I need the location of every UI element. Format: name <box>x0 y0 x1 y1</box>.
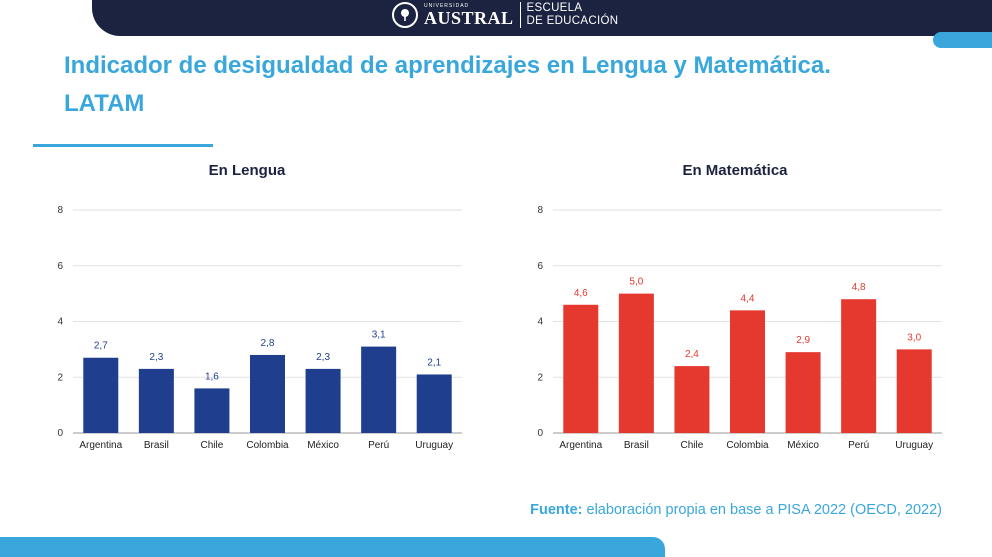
y-tick-label: 8 <box>57 205 63 216</box>
logo-school: ESCUELA DE EDUCACIÓN <box>527 2 619 28</box>
source-note: Fuente: elaboración propia en base a PIS… <box>530 502 942 518</box>
x-tick-label: Brasil <box>624 440 649 451</box>
bar <box>138 368 174 433</box>
data-label: 5,0 <box>629 277 643 288</box>
tree-seal-icon <box>392 2 418 28</box>
x-tick-label: Chile <box>201 440 224 451</box>
corner-accent <box>933 32 992 48</box>
title-line-2: LATAM <box>64 90 145 117</box>
bar <box>563 304 599 433</box>
data-label: 2,1 <box>427 357 441 368</box>
austral-logo: UNIVERSIDAD AUSTRAL ESCUELA DE EDUCACIÓN <box>392 0 618 30</box>
chart-title-matematica: En Matemática <box>682 162 788 179</box>
bar <box>730 310 765 433</box>
x-tick-label: México <box>307 440 339 451</box>
logo-university: UNIVERSIDAD AUSTRAL <box>424 2 514 28</box>
logo-name: AUSTRAL <box>424 7 514 28</box>
bar <box>416 374 452 433</box>
bar <box>618 293 654 433</box>
chart-lengua-plot: 0 2 4 6 8 2,7 Argentina 2,3 Brasil 1,6 Chile 2,8 Col… <box>57 205 462 451</box>
y-tick-label: 6 <box>57 261 63 272</box>
data-label: 1,6 <box>205 371 219 382</box>
data-label: 4,6 <box>574 288 588 299</box>
source-label: Fuente: <box>530 502 583 518</box>
chart-title-lengua: En Lengua <box>208 162 286 179</box>
bar <box>896 349 932 433</box>
bar <box>674 366 710 433</box>
x-tick-label: Argentina <box>559 440 602 451</box>
x-tick-label: Colombia <box>246 440 289 451</box>
x-tick-label: Uruguay <box>415 440 453 451</box>
data-label: 2,3 <box>149 352 163 363</box>
y-tick-label: 0 <box>57 428 63 439</box>
data-label: 2,4 <box>685 349 699 360</box>
title-line-1: Indicador de desigualdad de aprendizajes… <box>64 52 831 79</box>
bar <box>305 368 341 433</box>
data-label: 2,3 <box>316 352 330 363</box>
footer-band <box>0 537 665 557</box>
x-tick-label: Perú <box>368 440 389 451</box>
data-label: 2,7 <box>94 341 108 352</box>
bar <box>361 346 397 433</box>
y-tick-label: 4 <box>537 317 543 328</box>
bar <box>250 354 285 433</box>
x-tick-label: Colombia <box>726 440 769 451</box>
y-tick-label: 4 <box>57 317 63 328</box>
logo-divider <box>519 2 521 28</box>
source-text: elaboración propia en base a PISA 2022 (… <box>582 502 943 518</box>
data-label: 4,4 <box>741 293 755 304</box>
y-tick-label: 2 <box>57 372 63 383</box>
bar <box>841 299 877 433</box>
bar <box>194 388 230 433</box>
title-underline <box>33 144 213 147</box>
school-line-2: DE EDUCACIÓN <box>526 15 619 27</box>
data-label: 4,8 <box>852 282 866 293</box>
x-tick-label: Uruguay <box>895 440 933 451</box>
x-tick-label: Brasil <box>144 440 169 451</box>
x-tick-label: Perú <box>848 440 869 451</box>
data-label: 3,1 <box>372 330 386 341</box>
school-line-1: ESCUELA <box>526 2 583 14</box>
y-tick-label: 2 <box>537 372 543 383</box>
chart-matematica-plot: 0 2 4 6 8 4,6 Argentina 5,0 Brasil 2,4 Chile 4,4 Col… <box>537 205 942 451</box>
y-tick-label: 6 <box>537 261 543 272</box>
header-band <box>92 0 992 36</box>
x-tick-label: Argentina <box>79 440 122 451</box>
page-title: Indicador de desigualdad de aprendizajes… <box>64 47 964 123</box>
logo-small-text: UNIVERSIDAD <box>424 2 470 9</box>
x-tick-label: México <box>787 440 819 451</box>
bar <box>785 352 821 433</box>
y-tick-label: 0 <box>537 428 543 439</box>
chart-matematica: En Matemática 0 2 4 6 8 4,6 Argentina 5,0 Brasil… <box>510 160 960 460</box>
x-tick-label: Chile <box>681 440 704 451</box>
chart-lengua: En Lengua 0 2 4 6 8 2,7 Argentina 2,3 Brasil 1,6 C… <box>30 160 480 460</box>
data-label: 2,8 <box>261 338 275 349</box>
y-tick-label: 8 <box>537 205 543 216</box>
data-label: 2,9 <box>796 335 810 346</box>
data-label: 3,0 <box>907 332 921 343</box>
bar <box>83 357 119 433</box>
